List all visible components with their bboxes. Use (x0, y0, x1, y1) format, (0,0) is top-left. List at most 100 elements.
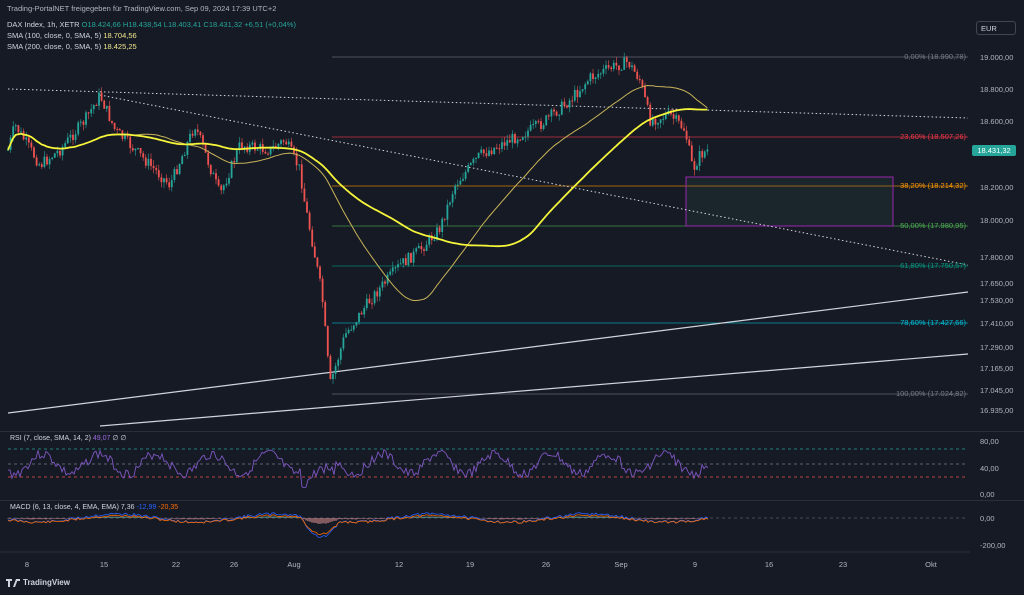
candle-body (72, 134, 74, 141)
candle-body (100, 92, 103, 101)
pane-separator[interactable] (0, 500, 1024, 501)
candle-body (389, 271, 392, 275)
macd-legend[interactable]: MACD (6, 13, close, 4, EMA, EMA) 7,36 -1… (10, 504, 179, 511)
candle-body (56, 150, 59, 154)
candle-body (433, 239, 436, 241)
candle-body (690, 145, 693, 162)
candle-body (566, 105, 568, 108)
sma200-legend[interactable]: SMA (200, close, 0, SMA, 5) 18.425,25 (7, 42, 137, 51)
candle-body (599, 73, 602, 75)
candle-body (662, 118, 665, 120)
rsi-legend[interactable]: RSI (7, close, SMA, 14, 2) 49,07 ∅ ∅ (10, 435, 127, 442)
publisher-line: Trading-PortalNET freigegeben für Tradin… (7, 4, 277, 13)
candle-body (25, 137, 28, 140)
candle-body (381, 281, 384, 288)
time-axis-label: 8 (24, 560, 30, 569)
candle-body (404, 258, 407, 266)
candle-body (87, 112, 90, 114)
candle-body (165, 178, 168, 183)
candle-body (368, 298, 371, 304)
candle-body (612, 62, 615, 70)
candle-body (181, 156, 184, 165)
candle-body (443, 218, 446, 220)
candle-body (693, 161, 696, 170)
price-axis-label: 19.000,00 (980, 53, 1014, 62)
fibonacci-retracement[interactable] (332, 56, 968, 395)
candle-body (560, 101, 563, 115)
tradingview-logo[interactable]: TradingView (6, 578, 70, 587)
candle-body (373, 291, 376, 304)
candle-body (38, 164, 41, 166)
candle-body (118, 128, 121, 131)
currency-selector[interactable]: EUR (976, 21, 1016, 35)
candle-body (524, 136, 527, 138)
candle-body (313, 246, 316, 258)
candle-body (683, 128, 685, 131)
candle-body (469, 162, 472, 165)
candle-body (108, 105, 111, 121)
fib-level-label: 61,80% (17.750,57) (900, 261, 966, 270)
candle-body (267, 153, 269, 155)
macd-pane (7, 512, 968, 538)
candle-body (498, 148, 501, 150)
time-axis-label: 16 (764, 560, 774, 569)
candle-body (376, 291, 379, 297)
candle-body (69, 134, 72, 138)
trendline-dotted-upper[interactable] (7, 88, 969, 119)
candle-body (285, 141, 288, 145)
candle-body (610, 67, 613, 70)
price-axis-label: 17.650,00 (980, 279, 1014, 288)
candle-body (163, 178, 165, 183)
trendline-dotted-lower[interactable] (99, 94, 969, 266)
target-zone-box[interactable] (685, 176, 894, 227)
price-axis-label: 17.410,00 (980, 319, 1014, 328)
sma-200-line (7, 108, 708, 248)
candle-body (438, 227, 441, 233)
symbol-info[interactable]: DAX Index, 1h, XETR O18.424,66 H18.438,5… (7, 20, 296, 29)
time-axis-label: 19 (465, 560, 475, 569)
candle-body (399, 263, 402, 265)
candle-body (324, 302, 327, 327)
rsi-axis-label: 0,00 (980, 490, 995, 499)
candle-body (542, 125, 545, 129)
candle-body (230, 161, 233, 178)
candle-body (576, 89, 579, 98)
candle-body (646, 97, 649, 105)
candle-body (326, 326, 329, 356)
sma100-legend[interactable]: SMA (100, close, 0, SMA, 5) 18.704,56 (7, 31, 137, 40)
pane-separator[interactable] (0, 431, 1024, 432)
trendlines[interactable] (7, 88, 969, 427)
candle-body (508, 140, 511, 143)
candle-body (332, 373, 334, 380)
candle-body (43, 156, 46, 167)
candle-body (74, 134, 77, 141)
support-trendline-steep[interactable] (7, 291, 969, 414)
candle-body (394, 267, 397, 269)
candle-body (514, 133, 516, 144)
candle-body (207, 152, 210, 165)
candle-body (602, 68, 605, 74)
candle-body (597, 73, 600, 78)
candle-body (79, 121, 82, 123)
candle-body (423, 249, 425, 251)
candle-body (477, 152, 480, 158)
support-trendline-flat[interactable] (99, 353, 969, 427)
candle-body (488, 150, 490, 156)
candle-body (280, 140, 282, 144)
last-price-tag: 18.431,32 (972, 145, 1016, 156)
candle-body (85, 112, 87, 125)
candle-body (410, 252, 412, 263)
candle-body (480, 149, 483, 153)
candle-body (703, 151, 706, 158)
candle-body (212, 173, 215, 175)
candle-body (581, 89, 584, 92)
price-axis-label: 18.600,00 (980, 117, 1014, 126)
candle-body (339, 348, 342, 360)
macd-value: 7,36 (120, 504, 135, 511)
symbol-name[interactable]: DAX Index, 1h, XETR (7, 20, 80, 29)
candle-body (222, 185, 225, 191)
candle-body (274, 146, 277, 148)
candle-body (116, 128, 119, 130)
candle-body (92, 104, 95, 110)
